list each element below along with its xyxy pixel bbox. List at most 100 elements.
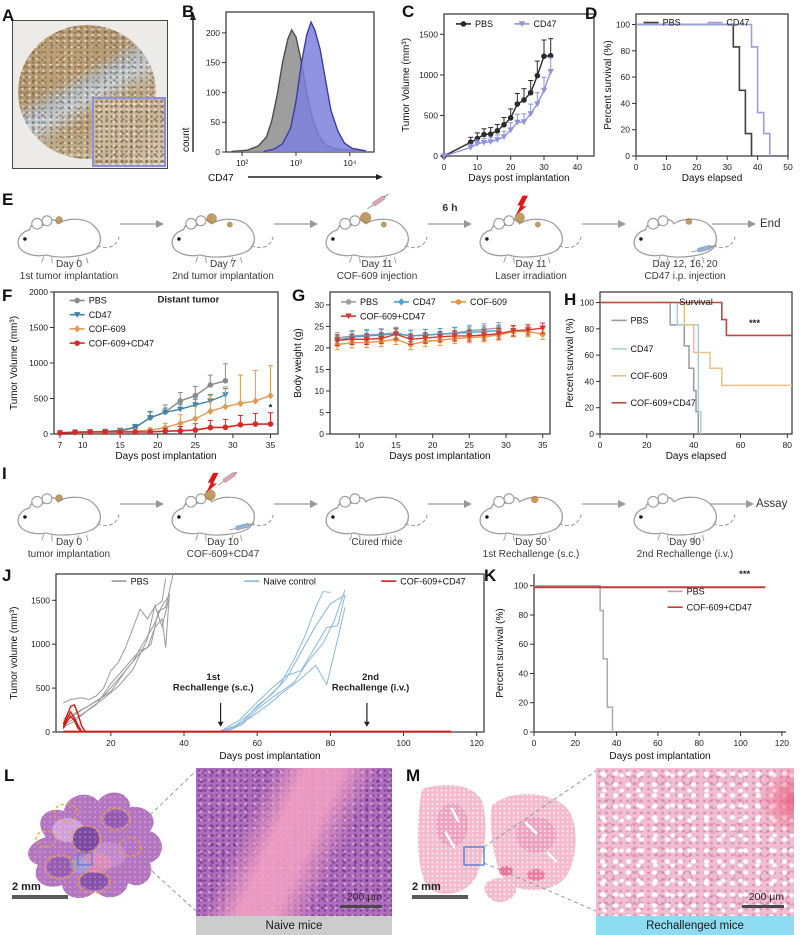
svg-text:CD47: CD47 <box>726 18 749 28</box>
svg-text:0: 0 <box>598 440 603 450</box>
svg-text:60: 60 <box>252 738 262 748</box>
image-caption: Naive mice <box>196 916 392 935</box>
svg-text:1500: 1500 <box>419 29 438 39</box>
scale-bar-label: 2 mm <box>12 881 41 893</box>
svg-text:1000: 1000 <box>31 639 50 649</box>
tumor-spot <box>360 212 372 224</box>
svg-text:30: 30 <box>228 440 238 450</box>
inset-scale-line <box>742 905 784 908</box>
timeline-step-4: Day 50 1st Rechallenge (s.c.) <box>466 472 596 561</box>
svg-text:40: 40 <box>573 162 583 172</box>
svg-text:Days post implantation: Days post implantation <box>219 751 320 762</box>
svg-text:100: 100 <box>616 20 630 30</box>
scale-bar-line <box>12 895 68 899</box>
step-day: Day 50 <box>515 537 547 548</box>
tumor-section-image <box>28 792 162 899</box>
mouse-illustration <box>325 493 428 542</box>
step-day: Day 11 <box>361 259 393 270</box>
histology-magnified-image: 200 μm <box>196 768 392 916</box>
svg-text:count: count <box>181 127 192 152</box>
inset-marker-box <box>77 852 93 866</box>
svg-text:150: 150 <box>206 58 220 68</box>
svg-text:0: 0 <box>532 738 537 748</box>
svg-text:20: 20 <box>153 440 163 450</box>
panel-G-label: G <box>292 286 306 305</box>
svg-text:2000: 2000 <box>29 287 48 297</box>
svg-text:Days post implantation: Days post implantation <box>468 173 569 184</box>
panel-I-timeline: Day 0 tumor implantation Day 10 COF-609+… <box>0 462 800 564</box>
svg-text:20: 20 <box>519 698 529 708</box>
svg-text:120: 120 <box>775 738 789 748</box>
svg-text:COF-609: COF-609 <box>631 371 668 381</box>
panel-M-histology: 2 mm 200 μm Rechallenged mice <box>400 763 800 935</box>
step-desc: 1st Rechallenge (s.c.) <box>482 549 580 560</box>
svg-text:80: 80 <box>694 738 704 748</box>
step-desc: 1st tumor implantation <box>19 271 119 282</box>
svg-text:80: 80 <box>783 440 793 450</box>
svg-text:60: 60 <box>585 350 595 360</box>
svg-text:30: 30 <box>315 300 325 310</box>
svg-text:20: 20 <box>506 162 516 172</box>
svg-text:Days elapsed: Days elapsed <box>666 451 727 462</box>
svg-text:Tumor Volume (mm³): Tumor Volume (mm³) <box>401 38 412 132</box>
inset-scale-bar: 200 μm <box>742 891 784 908</box>
scale-bar: 2 mm <box>12 881 68 899</box>
svg-text:60: 60 <box>736 440 746 450</box>
panel-G-body-weight-chart: 10 15 20 25 30 35 0 5 10 15 20 25 30 Days post implan… <box>293 291 551 462</box>
timeline-step-2: Day 7 2nd tumor implantation <box>158 194 288 283</box>
svg-text:PBS: PBS <box>631 316 649 326</box>
svg-text:0: 0 <box>215 147 220 157</box>
panel-D-label: D <box>585 4 598 23</box>
svg-text:PBS: PBS <box>687 587 705 597</box>
panel-A-histology-image <box>12 20 168 169</box>
svg-text:CD47: CD47 <box>208 173 234 184</box>
svg-text:CD47: CD47 <box>631 344 654 354</box>
svg-text:35: 35 <box>266 440 276 450</box>
svg-text:CD47: CD47 <box>89 310 112 320</box>
svg-text:40: 40 <box>621 98 631 108</box>
svg-text:20: 20 <box>428 440 438 450</box>
step-desc: Cured mice <box>351 537 403 548</box>
scale-bar-label: 2 mm <box>412 881 441 893</box>
svg-text:0: 0 <box>634 162 639 172</box>
tumor-spot <box>534 221 541 228</box>
panel-C-label: C <box>402 2 415 21</box>
timeline-step-2: Day 10 COF-609+CD47 <box>158 472 288 561</box>
svg-text:Days elapsed: Days elapsed <box>682 173 743 184</box>
panel-B-label: B <box>182 2 195 21</box>
svg-text:15: 15 <box>391 440 401 450</box>
svg-text:50: 50 <box>211 117 221 127</box>
mouse-illustration <box>479 195 582 264</box>
svg-text:100: 100 <box>396 738 410 748</box>
svg-text:Percent survival (%): Percent survival (%) <box>495 608 506 697</box>
svg-text:40: 40 <box>689 440 699 450</box>
svg-text:100: 100 <box>514 581 528 591</box>
svg-text:15: 15 <box>315 365 325 375</box>
tumor-spot <box>226 221 233 228</box>
timeline-step-1: Day 0 1st tumor implantation <box>4 194 134 283</box>
svg-text:Tumor Volume (mm³): Tumor Volume (mm³) <box>9 316 20 410</box>
caption-text: Naive mice <box>265 919 323 932</box>
histology-magnified-image: 200 μm <box>596 768 794 916</box>
panel-F-distant-tumor-chart: 7 10 15 20 25 30 35 0 500 1000 1500 2000 Days post i… <box>9 287 279 462</box>
svg-text:15: 15 <box>115 440 125 450</box>
panel-D-survival-chart: 0 10 20 30 40 50 0 20 40 60 80 100 Days elapsed Perce… <box>603 13 793 184</box>
svg-text:Rechallenge (s.c.): Rechallenge (s.c.) <box>173 683 254 694</box>
flow-arrow-icon <box>712 219 756 229</box>
svg-text:100: 100 <box>734 738 748 748</box>
inset-marker-box <box>463 846 485 866</box>
svg-text:0: 0 <box>523 727 528 737</box>
timeline-step-3: Day 11 COF-609 injection <box>312 194 442 283</box>
svg-text:10: 10 <box>355 440 365 450</box>
svg-text:COF-609+CD47: COF-609+CD47 <box>687 602 752 612</box>
svg-text:40: 40 <box>519 669 529 679</box>
svg-text:10: 10 <box>473 162 483 172</box>
tumor-spot <box>685 218 693 225</box>
svg-text:CD47: CD47 <box>534 19 557 29</box>
timeline-step-5: Day 90 2nd Rechallenge (i.v.) <box>620 472 750 561</box>
panel-J-individual-tumor-traces-chart: 20 40 60 80 100 120 0 500 1000 1500 Days post impl… <box>9 573 485 762</box>
laser-bolt-icon <box>206 472 219 493</box>
svg-text:CD47: CD47 <box>413 297 436 307</box>
svg-text:0: 0 <box>45 727 50 737</box>
